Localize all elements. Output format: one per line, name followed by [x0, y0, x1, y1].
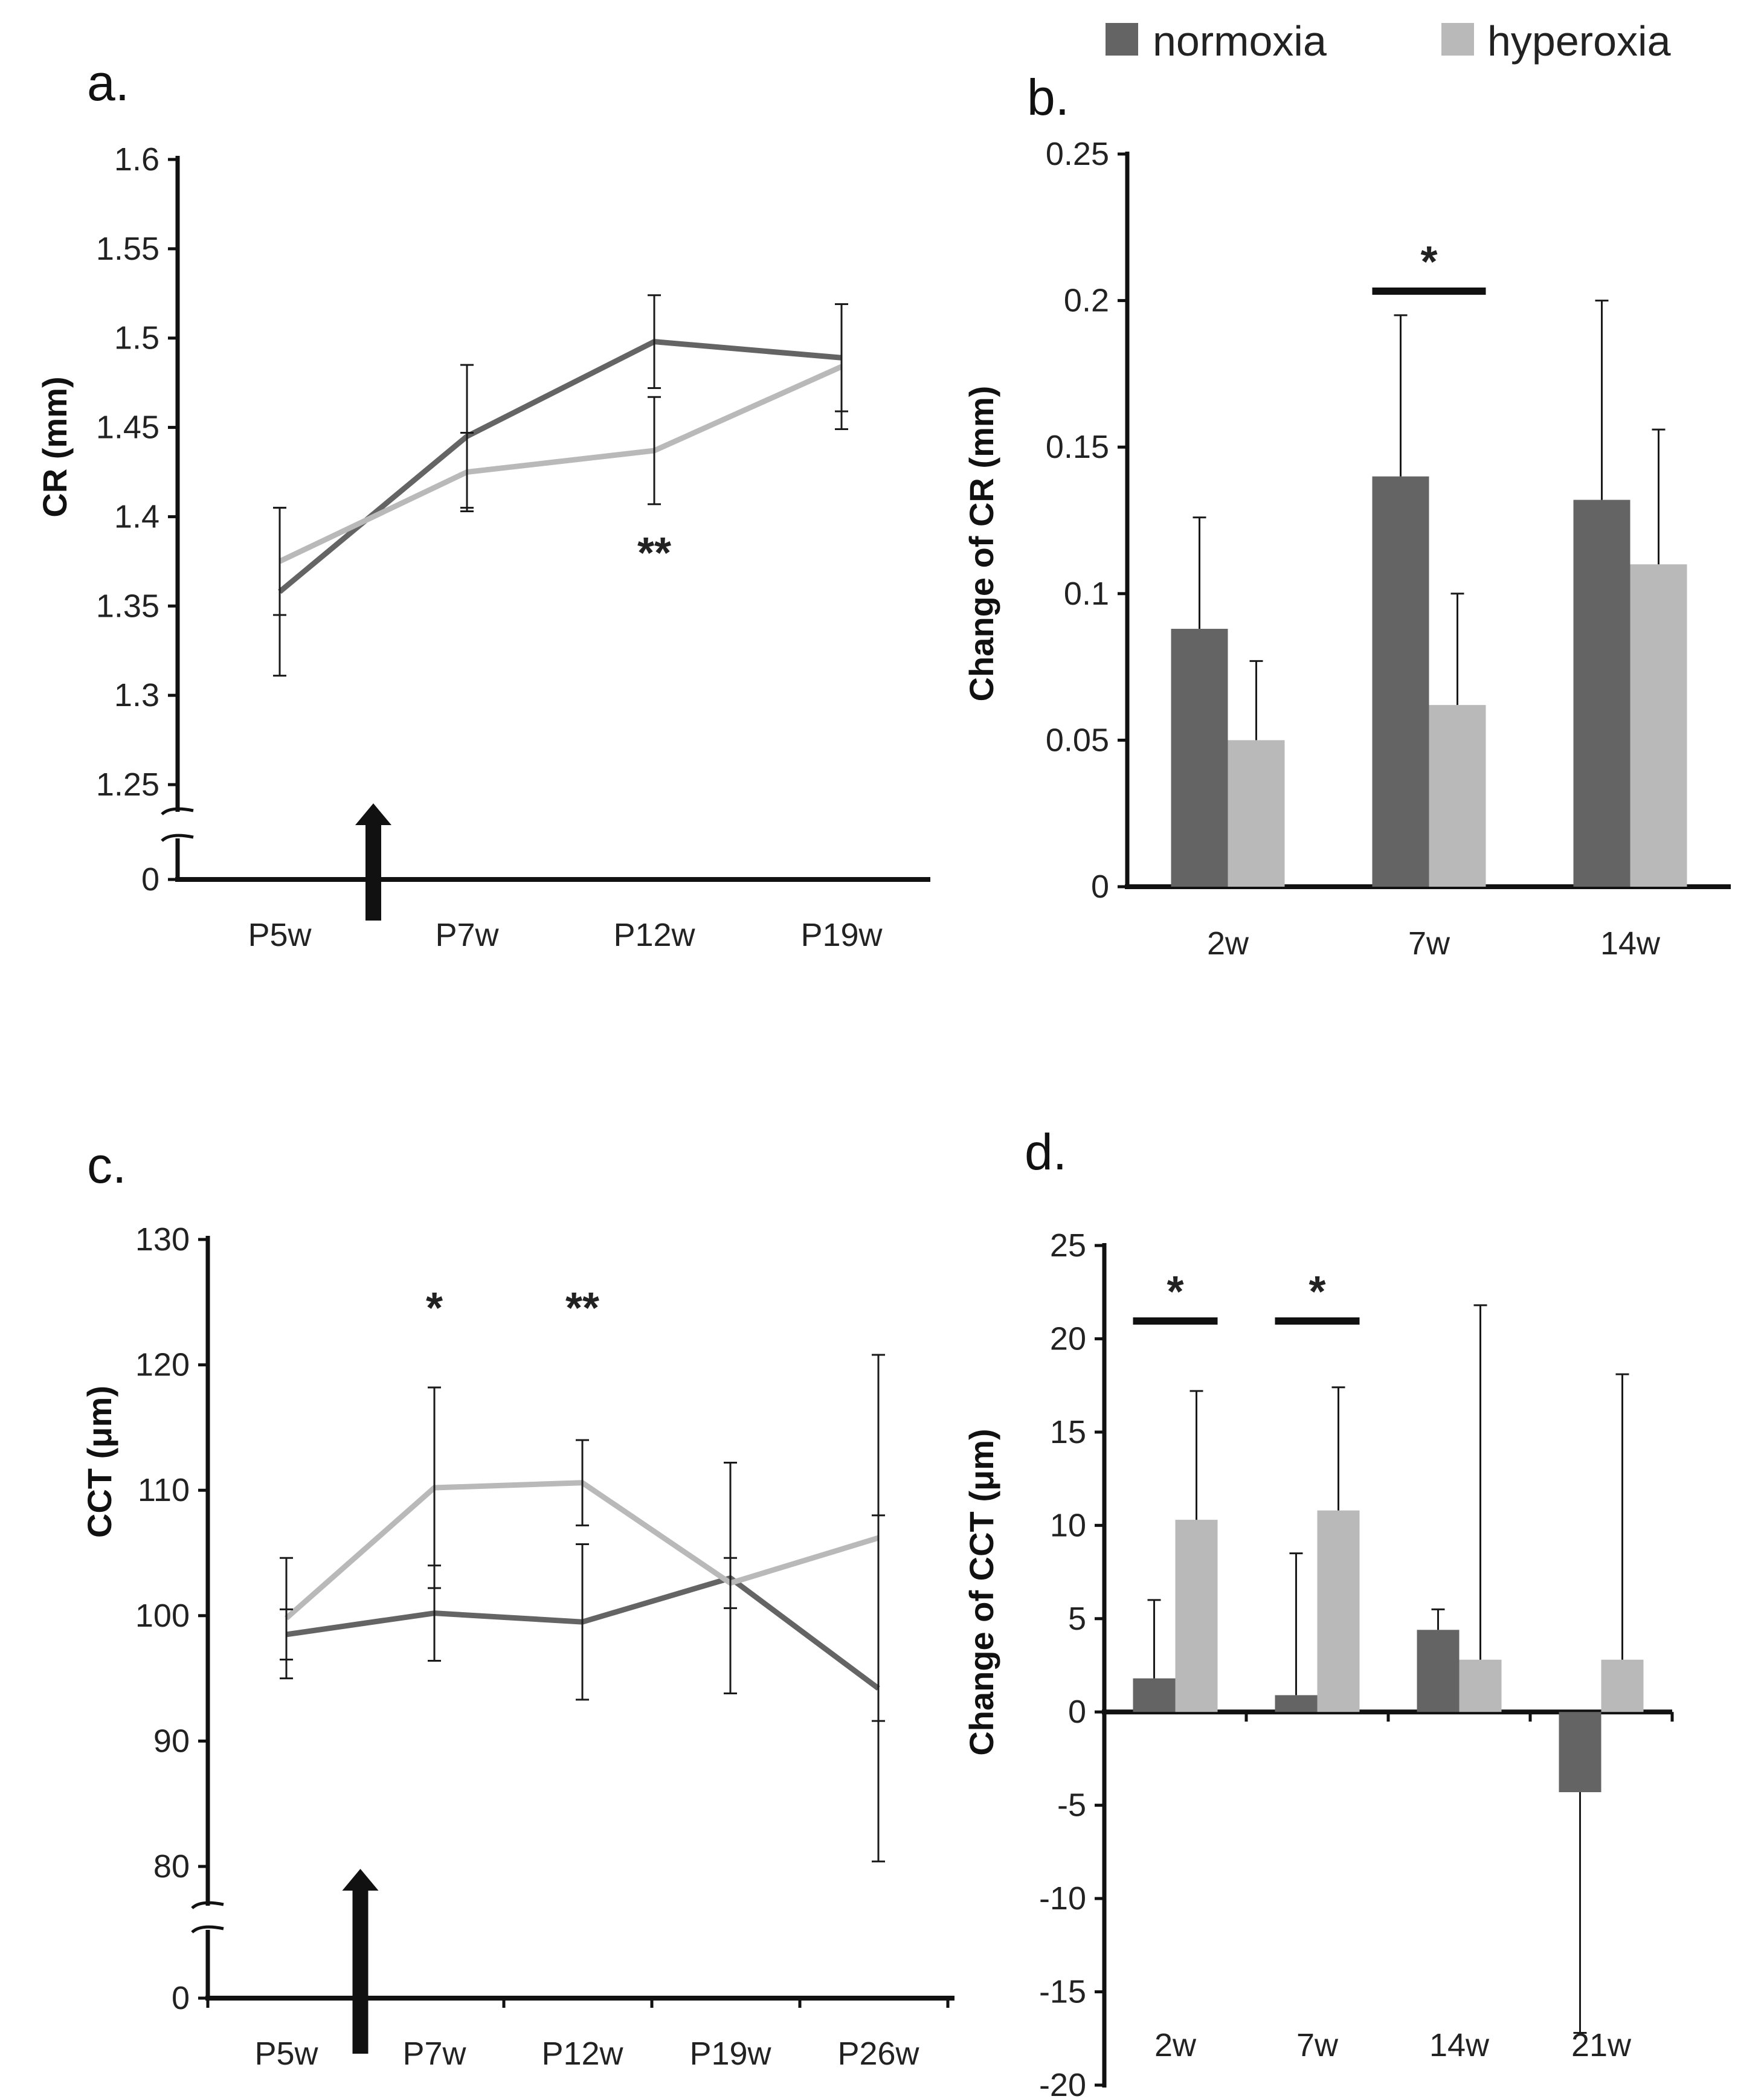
significance-marker: *: [1167, 1268, 1183, 1316]
x-tick-label: P19w: [689, 2036, 771, 2072]
significance-marker: *: [1309, 1268, 1325, 1316]
x-tick-label: P7w: [402, 2036, 466, 2072]
x-tick-label: 14w: [1600, 925, 1661, 962]
y-tick-label: 0: [1091, 869, 1109, 905]
x-tick-label: P7w: [435, 917, 499, 953]
series-line-hyperoxia: [278, 364, 843, 564]
y-tick-label: 0.15: [1046, 429, 1109, 465]
x-tick-label: 7w: [1296, 2027, 1339, 2063]
panel-a: 0 1.25 1.3 1.35 1.4 1.45 1.5 1.55 1.6 P5w P7w P12w P…: [96, 141, 930, 953]
y-tick-label: 0.25: [1046, 136, 1109, 172]
axis-break-mark-upper: [161, 807, 194, 815]
axis-break-mark-upper: [191, 1901, 224, 1909]
panel-label-b: b.: [1027, 69, 1069, 126]
y-tick-label: 10: [1050, 1507, 1086, 1543]
treatment-arrow-head: [342, 1869, 379, 1891]
legend-label-hyperoxia: hyperoxia: [1487, 18, 1671, 65]
panel-d-ylabel: Change of CCT (μm): [962, 1429, 1000, 1755]
axis-break-mark-lower: [161, 834, 194, 842]
y-tick-label: 1.6: [114, 141, 159, 178]
bar-hyperoxia: [1317, 1510, 1360, 1712]
treatment-arrow-head: [355, 803, 391, 825]
x-tick-label: P5w: [248, 917, 312, 953]
y-tick-label: 80: [153, 1848, 190, 1885]
treatment-arrow-shaft: [365, 821, 381, 921]
y-tick-label: 0: [141, 861, 159, 898]
bar-hyperoxia: [1175, 1520, 1218, 1712]
y-tick-label: 1.55: [96, 231, 159, 267]
significance-marker: *: [1420, 238, 1437, 286]
bar-normoxia: [1559, 1712, 1601, 1793]
legend: normoxia hyperoxia: [1106, 18, 1671, 65]
y-tick-label: 0.2: [1064, 283, 1109, 319]
panel-label-c: c.: [87, 1137, 126, 1194]
x-tick-label: 14w: [1429, 2027, 1490, 2063]
y-tick-label: -20: [1039, 2067, 1086, 2099]
y-tick-label: 1.45: [96, 410, 159, 446]
x-tick-label: 7w: [1408, 925, 1450, 962]
x-tick-label: 2w: [1154, 2027, 1197, 2063]
y-tick-label: 100: [135, 1598, 190, 1634]
y-tick-label: 5: [1068, 1601, 1086, 1637]
y-tick-label: 1.3: [114, 677, 159, 713]
bar-normoxia: [1372, 476, 1429, 887]
bar-hyperoxia: [1630, 564, 1687, 887]
bar-hyperoxia: [1228, 740, 1285, 887]
significance-marker: *: [426, 1284, 443, 1332]
legend-swatch-hyperoxia: [1441, 23, 1474, 56]
bar-normoxia: [1573, 500, 1630, 887]
y-tick-label: 1.35: [96, 588, 159, 624]
series-line-normoxia: [278, 339, 842, 594]
x-tick-label: P26w: [837, 2036, 919, 2072]
y-tick-label: 1.25: [96, 767, 159, 803]
x-tick-label: P12w: [541, 2036, 623, 2072]
significance-marker: **: [637, 529, 671, 577]
bar-normoxia: [1417, 1630, 1460, 1712]
panel-label-a: a.: [87, 54, 129, 111]
x-tick-label: P5w: [254, 2036, 318, 2072]
y-tick-label: 0.1: [1064, 576, 1109, 612]
y-tick-label: -5: [1057, 1787, 1086, 1824]
bar-normoxia: [1171, 629, 1228, 887]
y-tick-label: 0: [1068, 1694, 1086, 1730]
panel-c-ylabel: CCT (μm): [80, 1386, 118, 1538]
axis-break-mark-lower: [191, 1925, 224, 1933]
y-tick-label: 1.5: [114, 320, 159, 356]
legend-swatch-normoxia: [1106, 23, 1138, 56]
panel-a-ylabel: CR (mm): [36, 376, 74, 517]
bar-hyperoxia: [1601, 1659, 1644, 1712]
treatment-arrow-shaft: [352, 1887, 369, 2054]
bar-normoxia: [1275, 1695, 1318, 1712]
y-tick-label: 110: [138, 1472, 190, 1508]
panel-b-ylabel: Change of CR (mm): [962, 386, 1000, 702]
y-tick-label: -10: [1039, 1880, 1086, 1917]
y-tick-label: 120: [135, 1347, 190, 1383]
y-tick-label: 130: [135, 1221, 190, 1258]
bar-hyperoxia: [1429, 705, 1486, 887]
y-tick-label: -15: [1039, 1974, 1086, 2010]
y-tick-label: 25: [1050, 1227, 1086, 1264]
panel-b: 0 0.05 0.1 0.15 0.2 0.25 2w 7w 14w *: [1046, 136, 1731, 962]
y-tick-label: 0.05: [1046, 722, 1109, 758]
significance-marker: **: [565, 1284, 599, 1332]
y-tick-label: 90: [153, 1723, 190, 1759]
panel-label-d: d.: [1025, 1123, 1067, 1180]
y-tick-label: 15: [1050, 1414, 1086, 1450]
y-tick-label: 0: [172, 1980, 190, 2016]
x-tick-label: P19w: [800, 917, 883, 953]
bar-normoxia: [1133, 1678, 1176, 1712]
legend-label-normoxia: normoxia: [1153, 18, 1327, 65]
bar-hyperoxia: [1459, 1659, 1502, 1712]
x-tick-label: 2w: [1207, 925, 1249, 962]
x-tick-label: P12w: [613, 917, 695, 953]
y-tick-label: 20: [1050, 1320, 1086, 1357]
y-tick-label: 1.4: [114, 498, 159, 535]
